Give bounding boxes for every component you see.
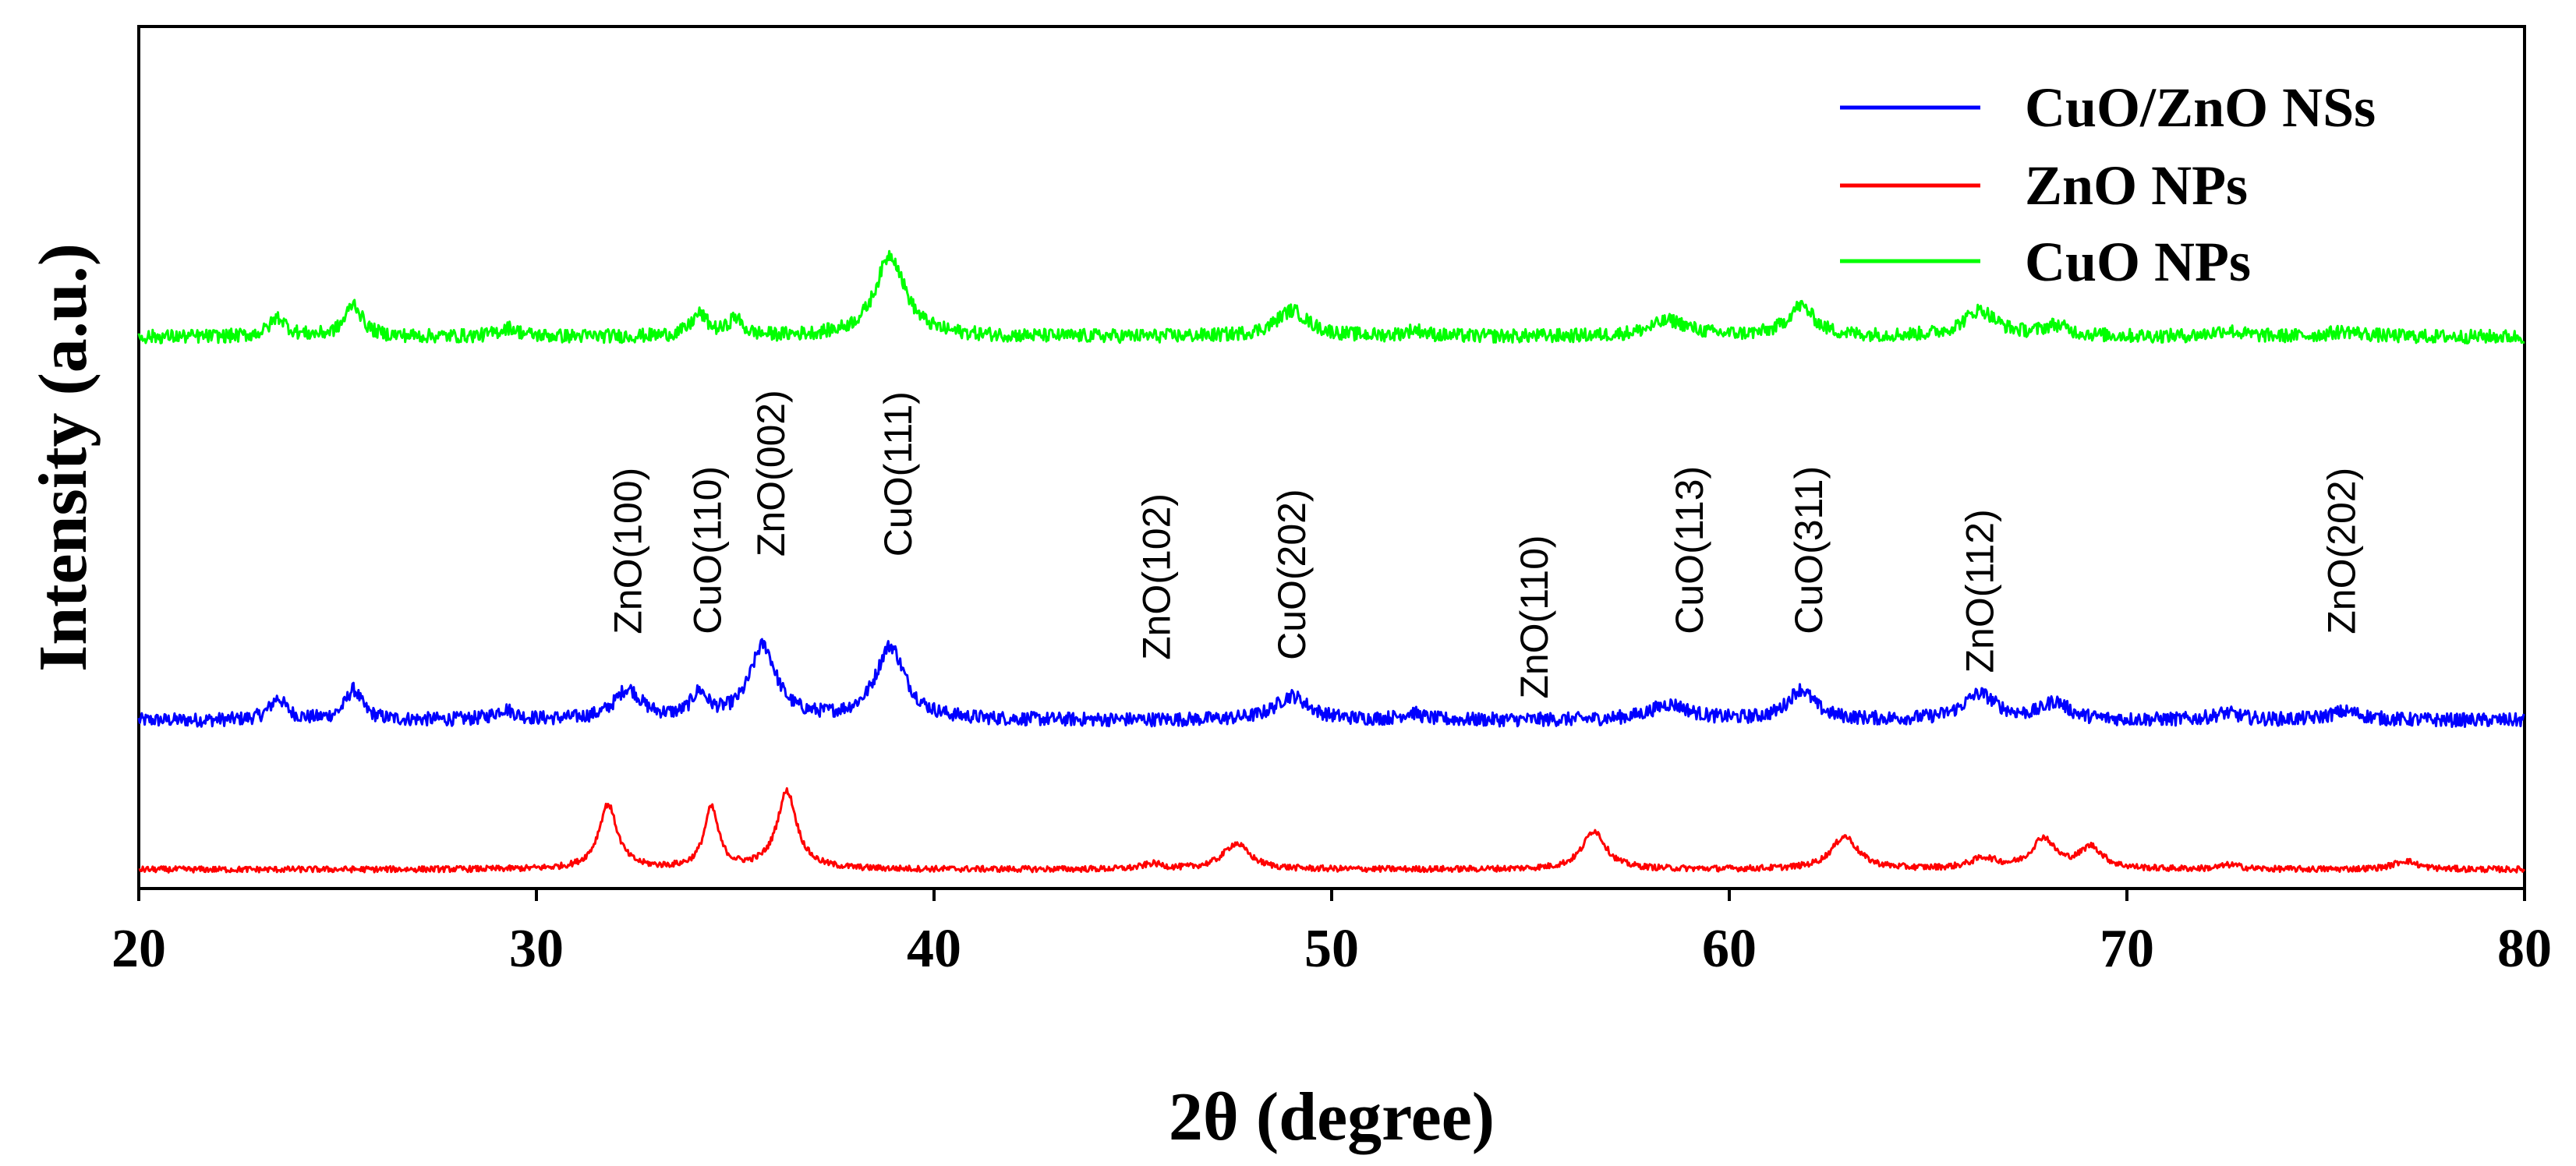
- legend-label-cuo: CuO NPs: [2025, 231, 2251, 293]
- series-line-1: [138, 787, 2526, 874]
- legend-label-cuo-zno: CuO/ZnO NSs: [2025, 76, 2376, 139]
- peak-label-10: ZnO(202): [2319, 468, 2363, 634]
- peak-label-8: CuO(311): [1787, 466, 1831, 634]
- y-axis-title: Intensity (a.u.): [26, 243, 101, 672]
- peak-label-2: ZnO(002): [749, 390, 793, 556]
- peak-label-5: CuO(202): [1270, 489, 1314, 660]
- x-tick-label-40: 40: [907, 919, 961, 979]
- x-tick-label-80: 80: [2497, 919, 2552, 979]
- peak-label-3: CuO(111): [876, 391, 920, 556]
- x-tick-label-60: 60: [1702, 919, 1757, 979]
- legend-label-zno: ZnO NPs: [2025, 154, 2248, 217]
- peak-label-7: CuO(113): [1668, 466, 1711, 634]
- x-tick-label-30: 30: [509, 919, 564, 979]
- x-tick-label-50: 50: [1304, 919, 1359, 979]
- peak-label-4: ZnO(102): [1135, 493, 1179, 660]
- x-axis-ticks: 20 30 40 50 60 70 80: [111, 889, 2552, 979]
- series-line-0: [137, 638, 2525, 728]
- peak-annotations: ZnO(100) CuO(110) ZnO(002) CuO(111) ZnO(102)…: [606, 390, 2363, 698]
- x-tick-label-20: 20: [111, 919, 166, 979]
- peak-label-0: ZnO(100): [606, 468, 649, 634]
- x-axis-title: 2θ (degree): [1169, 1079, 1495, 1155]
- peak-label-9: ZnO(112): [1958, 509, 2001, 673]
- x-tick-label-70: 70: [2100, 919, 2154, 979]
- series-line-2: [137, 249, 2525, 344]
- series-layer: [137, 249, 2526, 874]
- peak-label-1: CuO(110): [685, 466, 729, 634]
- legend: CuO/ZnO NSs ZnO NPs CuO NPs: [1840, 76, 2376, 293]
- peak-label-6: ZnO(110): [1513, 535, 1556, 698]
